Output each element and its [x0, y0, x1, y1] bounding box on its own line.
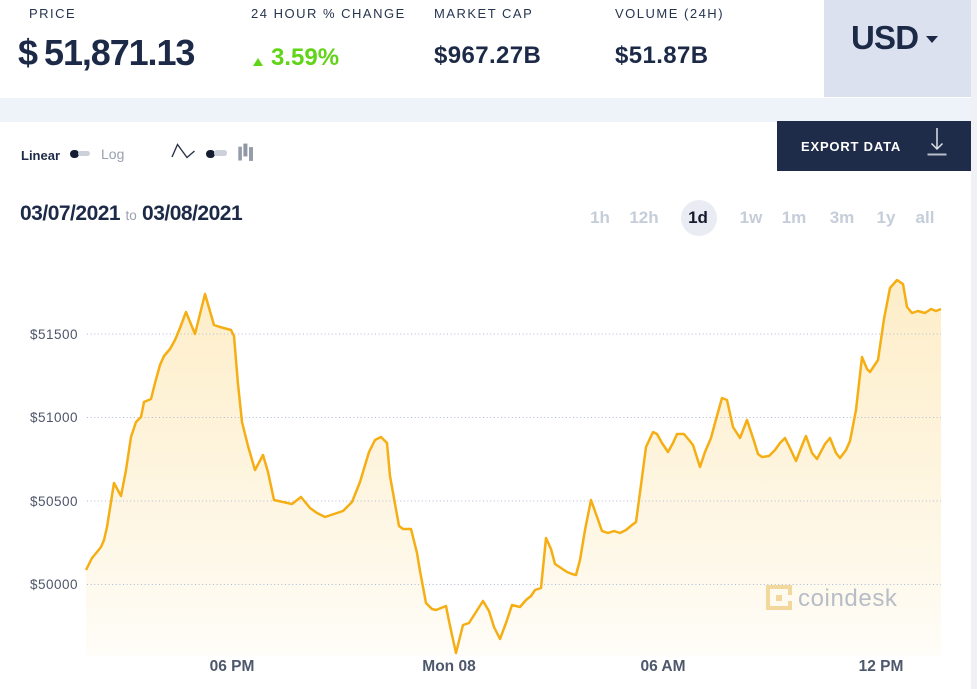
- svg-text:$51000: $51000: [30, 410, 78, 425]
- svg-text:06 AM: 06 AM: [640, 658, 685, 675]
- svg-text:06 PM: 06 PM: [210, 658, 255, 675]
- svg-text:12 PM: 12 PM: [859, 658, 904, 675]
- svg-text:$50000: $50000: [30, 577, 78, 592]
- svg-text:$50500: $50500: [30, 494, 78, 509]
- svg-text:coindesk: coindesk: [798, 585, 898, 612]
- svg-text:$51500: $51500: [30, 327, 78, 342]
- svg-text:Mon 08: Mon 08: [422, 658, 476, 675]
